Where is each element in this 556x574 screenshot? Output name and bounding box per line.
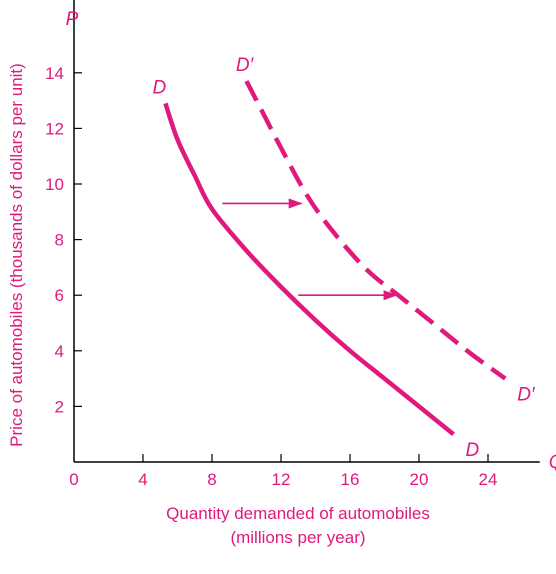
y-tick-label: 8: [55, 231, 64, 250]
x-axis-title-line: (millions per year): [230, 528, 365, 547]
x-tick-label: 0: [69, 470, 78, 489]
x-axis-title-line: Quantity demanded of automobiles: [166, 504, 430, 523]
x-tick-label: 12: [272, 470, 291, 489]
y-tick-label: 14: [45, 64, 64, 83]
x-tick-label: 16: [341, 470, 360, 489]
axes: [73, 0, 540, 463]
y-axis-symbol: P: [66, 9, 79, 30]
curve-label-D-prime-start: D′: [236, 55, 255, 76]
x-tick-label: 24: [479, 470, 498, 489]
x-axis-title: Quantity demanded of automobiles (million…: [166, 504, 430, 547]
x-tick-label: 8: [207, 470, 216, 489]
curve-label-D-prime-end: D′: [517, 385, 536, 406]
curve-label-D-start: D: [153, 77, 167, 98]
x-axis-symbol: Q: [549, 452, 556, 473]
y-axis-title: Price of automobiles (thousands of dolla…: [7, 63, 26, 447]
labels: P Q Quantity demanded of automobiles (milli…: [7, 9, 556, 547]
y-tick-label: 2: [55, 397, 64, 416]
y-tick-label: 10: [45, 175, 64, 194]
x-tick-label: 20: [410, 470, 429, 489]
curves: [163, 80, 507, 436]
y-tick-label: 6: [55, 286, 64, 305]
shift-arrows: [222, 198, 398, 301]
demand-curve-D: [163, 102, 455, 436]
curve-label-D-end: D: [466, 440, 480, 461]
x-tick-label: 4: [138, 470, 147, 489]
y-tick-label: 12: [45, 119, 64, 138]
y-tick-label: 4: [55, 342, 64, 361]
demand-curve-D-prime: [244, 80, 507, 381]
